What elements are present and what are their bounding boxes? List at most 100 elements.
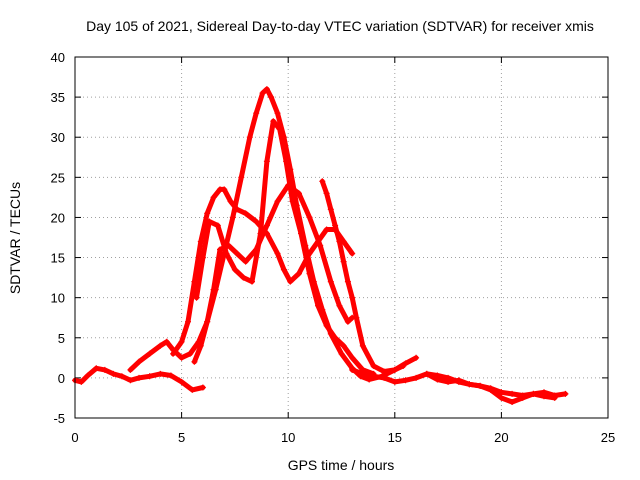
y-tick-label: 25 <box>51 170 65 185</box>
data-point <box>391 366 398 373</box>
data-point <box>349 294 356 301</box>
data-point <box>413 374 420 381</box>
data-point <box>274 198 281 205</box>
data-point <box>189 386 196 393</box>
data-point <box>263 158 270 165</box>
data-series-layer <box>72 86 569 405</box>
plot-frame <box>74 56 609 419</box>
series-7 <box>72 365 206 393</box>
data-point <box>541 393 547 400</box>
data-point <box>146 350 153 357</box>
data-point <box>327 278 334 285</box>
data-point <box>240 274 247 281</box>
data-point <box>204 318 211 325</box>
data-point <box>434 376 441 383</box>
data-point <box>317 242 324 249</box>
data-point <box>498 394 505 401</box>
data-point <box>509 390 516 397</box>
data-point <box>197 238 204 245</box>
data-point <box>118 373 125 380</box>
data-point <box>274 250 281 257</box>
data-point <box>263 86 270 93</box>
data-point <box>562 390 569 397</box>
y-tick-label: 35 <box>51 90 65 105</box>
chart-title: Day 105 of 2021, Sidereal Day-to-day VTE… <box>86 18 594 34</box>
data-point <box>223 250 230 257</box>
data-point <box>413 354 420 361</box>
data-point <box>370 373 377 380</box>
y-tick-label: 30 <box>51 130 65 145</box>
data-point <box>336 302 343 309</box>
data-point <box>157 342 164 349</box>
series-2 <box>170 186 356 357</box>
data-point <box>423 370 430 377</box>
data-point <box>323 190 330 197</box>
data-point <box>370 362 377 369</box>
data-point <box>170 350 177 357</box>
data-point <box>338 350 345 357</box>
data-point <box>253 218 260 225</box>
data-point <box>101 366 108 373</box>
data-point <box>319 178 326 185</box>
data-point <box>157 370 164 377</box>
data-point <box>210 286 217 293</box>
data-point <box>391 378 398 385</box>
data-point <box>306 214 313 221</box>
y-tick-label: -5 <box>53 411 65 426</box>
data-point <box>178 354 185 361</box>
data-point <box>259 90 266 97</box>
data-point <box>274 110 281 117</box>
data-point <box>295 190 302 197</box>
data-point <box>249 278 255 285</box>
data-point <box>381 368 388 375</box>
data-point <box>234 250 240 257</box>
data-point <box>246 134 253 141</box>
data-point <box>199 254 206 261</box>
data-point <box>199 384 206 391</box>
data-point <box>231 266 238 273</box>
data-point <box>487 386 494 393</box>
data-point <box>349 366 356 373</box>
data-point <box>530 390 537 397</box>
series-5 <box>319 178 420 375</box>
data-point <box>191 278 198 285</box>
data-point <box>498 389 505 396</box>
data-point <box>93 365 100 372</box>
data-point <box>206 218 213 225</box>
data-point <box>455 377 462 384</box>
data-point <box>242 258 249 265</box>
data-point <box>344 318 351 325</box>
y-tick-label: 20 <box>51 210 65 225</box>
y-tick-label: 40 <box>51 50 65 65</box>
data-point <box>263 222 270 229</box>
y-tick-label: 10 <box>51 291 65 306</box>
data-point <box>178 378 185 385</box>
x-tick-label: 0 <box>71 430 78 445</box>
data-point <box>270 118 277 125</box>
data-point <box>221 186 228 193</box>
data-point <box>204 210 211 217</box>
data-point <box>402 377 409 384</box>
data-point <box>340 342 347 349</box>
data-point <box>167 372 174 379</box>
data-point <box>197 342 204 349</box>
data-point <box>238 174 245 181</box>
data-point <box>315 302 321 309</box>
x-axis-label: GPS time / hours <box>288 457 395 473</box>
data-point <box>276 126 283 133</box>
data-point <box>289 198 296 205</box>
data-point <box>185 318 191 325</box>
data-point <box>217 246 223 253</box>
series-trace <box>127 86 406 382</box>
data-point <box>253 110 260 117</box>
data-point <box>178 338 185 345</box>
data-point <box>349 354 356 361</box>
data-point <box>268 94 275 101</box>
data-point <box>477 382 484 389</box>
data-point <box>402 360 409 367</box>
series-4 <box>193 118 377 377</box>
data-point <box>280 266 287 273</box>
data-point <box>136 358 142 365</box>
data-point <box>187 350 194 357</box>
data-point <box>344 278 351 285</box>
